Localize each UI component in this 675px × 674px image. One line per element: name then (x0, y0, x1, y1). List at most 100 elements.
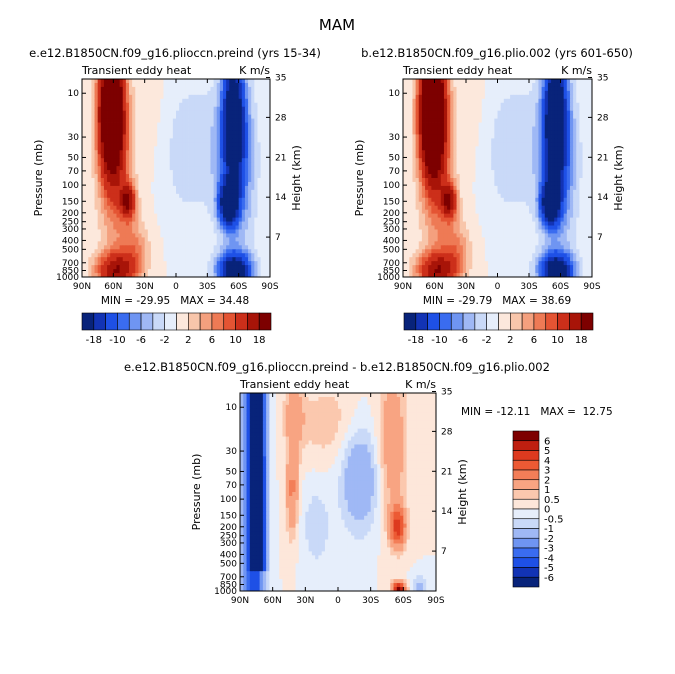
field-cell (497, 197, 502, 203)
field-cell (406, 82, 410, 88)
field-cell (525, 178, 530, 183)
field-cell (566, 166, 571, 171)
field-cell (144, 217, 149, 222)
field-cell (147, 158, 152, 163)
field-cell (409, 130, 413, 135)
field-cell (532, 138, 536, 143)
field-cell (235, 249, 240, 254)
field-cell (535, 138, 539, 143)
field-cell (525, 98, 530, 104)
field-cell (85, 265, 89, 270)
field-cell (522, 118, 527, 123)
field-cell (103, 189, 108, 195)
field-cell (453, 102, 457, 108)
field-cell (213, 181, 218, 187)
field-cell (122, 126, 127, 131)
field-cell (216, 217, 221, 222)
field-cell (85, 94, 89, 100)
field-cell (119, 98, 124, 104)
field-cell (440, 126, 445, 131)
field-cell (232, 261, 236, 266)
field-cell (154, 233, 158, 238)
field-cell (185, 79, 189, 84)
field-cell (107, 130, 111, 135)
field-cell (566, 106, 571, 112)
field-cell (466, 90, 470, 96)
field-cell (160, 170, 164, 175)
field-cell (443, 193, 448, 199)
field-cell (185, 150, 189, 155)
field-cell (129, 201, 133, 207)
field-cell (141, 217, 146, 222)
field-cell (532, 170, 536, 175)
field-cell (141, 130, 146, 135)
field-cell (251, 150, 255, 155)
field-cell (459, 114, 464, 119)
field-cell (576, 197, 580, 203)
field-cell (163, 166, 167, 171)
field-cell (544, 126, 549, 131)
field-cell (85, 146, 89, 151)
field-cell (88, 170, 92, 175)
field-cell (428, 193, 432, 199)
field-cell (91, 118, 95, 123)
field-cell (450, 102, 454, 108)
field-cell (547, 82, 552, 88)
field-cell (197, 225, 202, 230)
field-cell (185, 213, 189, 218)
field-cell (569, 106, 574, 112)
field-cell (248, 217, 252, 222)
field-cell (172, 185, 177, 191)
field-cell (266, 201, 271, 207)
field-cell (85, 79, 89, 84)
field-cell (229, 126, 233, 131)
field-cell (185, 106, 189, 112)
field-cell (406, 79, 410, 84)
field-cell (97, 269, 102, 274)
field-cell (141, 221, 146, 226)
field-cell (100, 126, 105, 131)
field-cell (166, 146, 171, 151)
field-cell (560, 138, 565, 143)
field-cell (197, 106, 202, 112)
field-cell (532, 201, 536, 207)
field-cell (241, 79, 246, 84)
field-cell (532, 197, 536, 203)
field-cell (166, 209, 171, 215)
field-cell (519, 166, 524, 171)
field-cell (82, 162, 86, 167)
field-cell (506, 197, 511, 203)
panel-plioccn-preind: e.e12.B1850CN.f09_g16.plioccn.preind (yr… (29, 46, 321, 307)
field-cell (447, 166, 451, 171)
field-cell (456, 174, 461, 179)
field-cell (434, 98, 439, 104)
field-cell (582, 79, 587, 84)
field-cell (554, 110, 558, 116)
field-cell (488, 94, 492, 100)
field-cell (547, 189, 552, 195)
field-cell (147, 237, 152, 242)
field-cell (469, 86, 473, 92)
field-cell (197, 205, 202, 211)
field-cell (494, 86, 498, 92)
field-cell (519, 174, 524, 179)
field-cell (494, 142, 498, 147)
field-cell (560, 122, 565, 127)
field-cell (576, 106, 580, 112)
field-cell (172, 201, 177, 207)
field-cell (154, 102, 158, 108)
field-cell (169, 185, 174, 191)
field-cell (129, 138, 133, 143)
field-cell (260, 205, 265, 211)
field-cell (248, 181, 252, 187)
field-cell (129, 253, 133, 258)
field-cell (219, 217, 224, 222)
field-cell (257, 185, 261, 191)
field-cell (519, 114, 524, 119)
field-cell (132, 221, 136, 226)
field-cell (185, 134, 189, 139)
field-cell (169, 146, 174, 151)
field-cell (418, 185, 423, 191)
field-cell (500, 102, 505, 108)
field-cell (179, 122, 183, 127)
